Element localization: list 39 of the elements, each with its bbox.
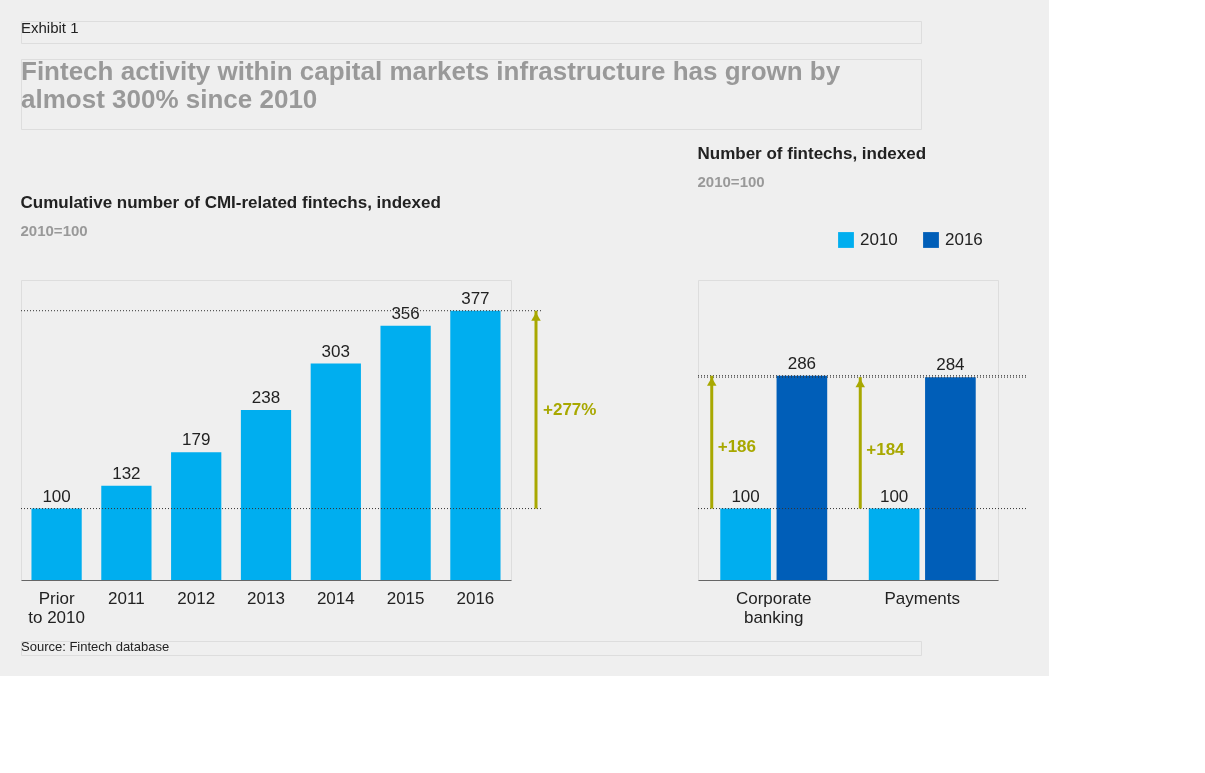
- data-label: 132: [112, 463, 141, 483]
- x-tick-label: 2015: [386, 588, 425, 608]
- text: Fintech activity within capital markets infrastructure has grown by almost 300% since 2010: [21, 56, 841, 114]
- bar: [101, 485, 152, 580]
- data-label: 100: [879, 486, 909, 506]
- data-label: 100: [42, 486, 71, 506]
- data-label: 356: [391, 303, 420, 323]
- bar: [31, 508, 82, 580]
- bar: [450, 310, 501, 580]
- x-tick-label: 2012: [177, 588, 216, 608]
- legend-label: 2016: [945, 230, 983, 249]
- x-tick-label: Corporate banking: [735, 588, 812, 627]
- x-tick-label: Prior to 2010: [28, 588, 85, 627]
- chart-title: Number of fintechs, indexed: [697, 144, 927, 163]
- text: +277%: [543, 399, 597, 419]
- bar: [310, 363, 361, 580]
- annotation: +184: [866, 440, 906, 459]
- data-label: 284: [936, 355, 965, 375]
- source-note: Source: Fintech database: [21, 639, 170, 654]
- x-tick-label: 2011: [108, 588, 145, 608]
- data-label: 179: [182, 430, 211, 450]
- chart-title: Cumulative number of CMI-related fintechs, indexed: [20, 193, 441, 212]
- data-label: 286: [787, 353, 817, 373]
- x-tick-label: 2013: [247, 588, 285, 608]
- x-tick-label: Payments: [884, 588, 961, 608]
- x-tick-label: 2014: [316, 588, 355, 608]
- legend-label: 2010: [860, 230, 898, 249]
- bar: [240, 410, 292, 580]
- text: Exhibit 1: [21, 19, 79, 36]
- chart-subtitle: 2010=100: [697, 173, 765, 190]
- data-label: 303: [321, 341, 350, 361]
- annotation: +186: [717, 437, 757, 457]
- bar: [380, 325, 431, 580]
- bar: [171, 452, 222, 580]
- chart-subtitle: 2010=100: [20, 222, 88, 239]
- data-label: 100: [731, 486, 760, 506]
- data-label: 238: [251, 388, 281, 407]
- x-tick-label: 2016: [456, 588, 495, 608]
- data-label: 377: [461, 288, 490, 308]
